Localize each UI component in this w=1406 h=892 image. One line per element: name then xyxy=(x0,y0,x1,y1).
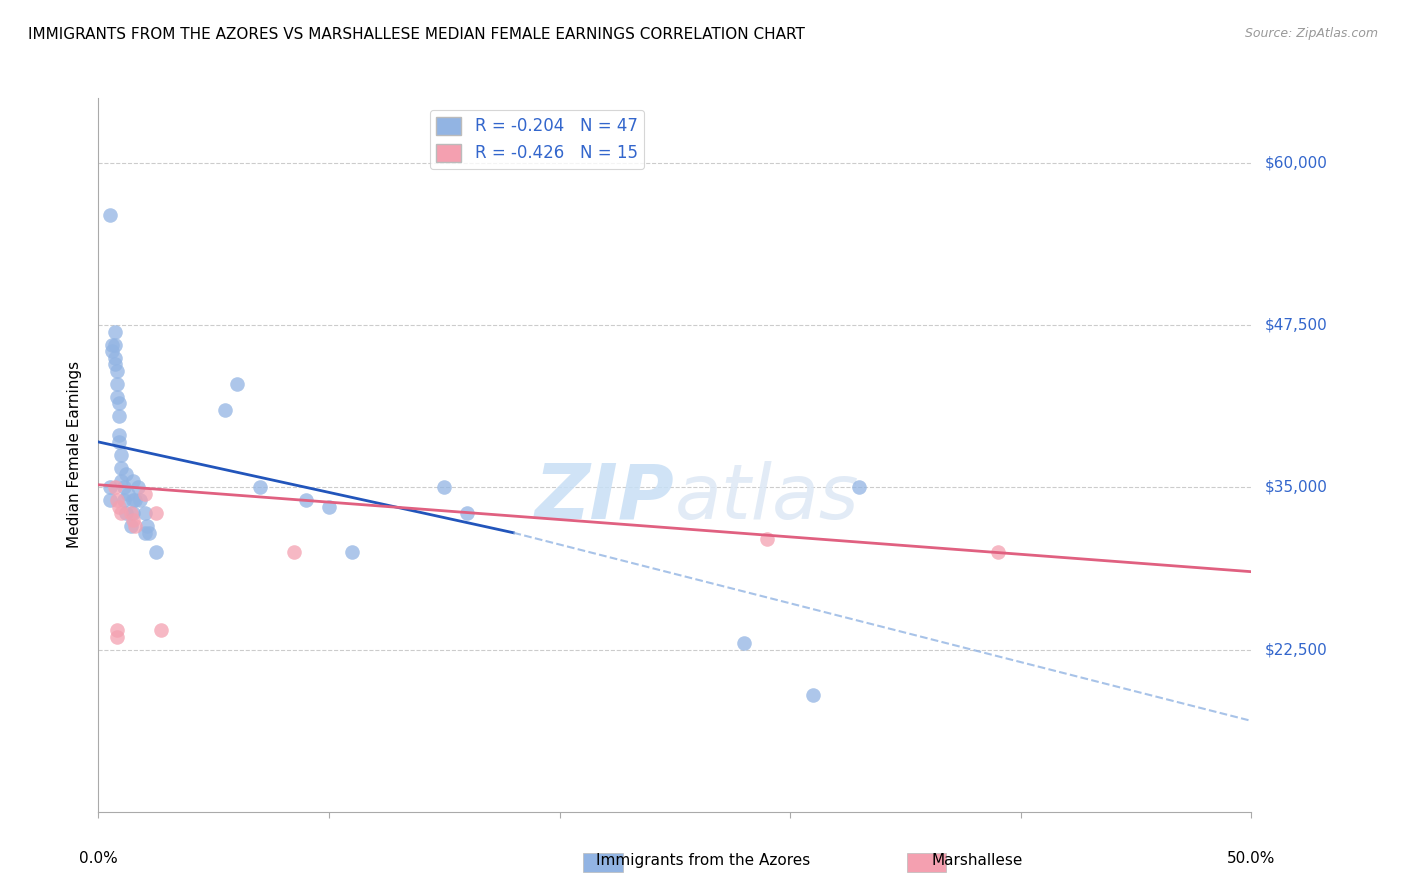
Point xyxy=(103,337,125,351)
Point xyxy=(134,525,156,540)
Point xyxy=(122,506,145,520)
Point xyxy=(127,480,149,494)
Point xyxy=(110,461,132,475)
Point xyxy=(103,351,125,365)
Point xyxy=(122,474,145,488)
Text: $35,000: $35,000 xyxy=(1265,480,1329,495)
Point xyxy=(115,506,138,520)
Point xyxy=(801,688,824,702)
Point xyxy=(105,390,128,404)
Point xyxy=(98,493,121,508)
Point xyxy=(145,506,167,520)
Point xyxy=(295,493,318,508)
Point xyxy=(103,325,125,339)
Text: $60,000: $60,000 xyxy=(1265,155,1329,170)
Point xyxy=(108,428,131,442)
Point xyxy=(135,519,157,533)
Point xyxy=(110,448,132,462)
Point xyxy=(122,513,145,527)
Text: $22,500: $22,500 xyxy=(1265,642,1329,657)
Point xyxy=(120,506,142,520)
Point xyxy=(101,344,124,359)
Text: ZIP: ZIP xyxy=(536,461,675,534)
Point xyxy=(122,493,145,508)
Point xyxy=(433,480,456,494)
Point xyxy=(124,493,146,508)
Point xyxy=(225,376,247,391)
Point xyxy=(138,525,160,540)
Point xyxy=(98,208,121,222)
Point xyxy=(987,545,1010,559)
Point xyxy=(105,493,128,508)
Point xyxy=(283,545,305,559)
Text: Source: ZipAtlas.com: Source: ZipAtlas.com xyxy=(1244,27,1378,40)
Point xyxy=(145,545,167,559)
Point xyxy=(756,533,779,547)
Point xyxy=(340,545,363,559)
Y-axis label: Median Female Earnings: Median Female Earnings xyxy=(67,361,83,549)
Point xyxy=(108,434,131,449)
Point xyxy=(105,630,128,644)
Point xyxy=(115,467,138,482)
Point xyxy=(108,409,131,423)
Point xyxy=(456,506,478,520)
Point xyxy=(318,500,340,514)
Text: 0.0%: 0.0% xyxy=(79,851,118,866)
Point xyxy=(149,623,172,637)
Point xyxy=(124,519,146,533)
Point xyxy=(110,506,132,520)
Point xyxy=(103,357,125,371)
Point xyxy=(733,636,755,650)
Point xyxy=(214,402,236,417)
Point xyxy=(105,363,128,377)
Text: IMMIGRANTS FROM THE AZORES VS MARSHALLESE MEDIAN FEMALE EARNINGS CORRELATION CHA: IMMIGRANTS FROM THE AZORES VS MARSHALLES… xyxy=(28,27,806,42)
Point xyxy=(103,480,125,494)
Point xyxy=(117,487,139,501)
Point xyxy=(98,480,121,494)
Legend: R = -0.204   N = 47, R = -0.426   N = 15: R = -0.204 N = 47, R = -0.426 N = 15 xyxy=(430,110,644,169)
Point xyxy=(101,337,124,351)
Text: $47,500: $47,500 xyxy=(1265,318,1329,333)
Point xyxy=(112,480,135,494)
Point xyxy=(120,519,142,533)
Point xyxy=(108,396,131,410)
Point xyxy=(105,623,128,637)
Point xyxy=(134,506,156,520)
Point xyxy=(108,500,131,514)
Point xyxy=(110,474,132,488)
Point xyxy=(249,480,271,494)
Point xyxy=(105,376,128,391)
Point xyxy=(112,493,135,508)
Text: Immigrants from the Azores: Immigrants from the Azores xyxy=(596,854,810,868)
Point xyxy=(848,480,870,494)
Text: Marshallese: Marshallese xyxy=(932,854,1022,868)
Text: atlas: atlas xyxy=(675,461,859,534)
Point xyxy=(129,493,152,508)
Point xyxy=(134,487,156,501)
Text: 50.0%: 50.0% xyxy=(1227,851,1275,866)
